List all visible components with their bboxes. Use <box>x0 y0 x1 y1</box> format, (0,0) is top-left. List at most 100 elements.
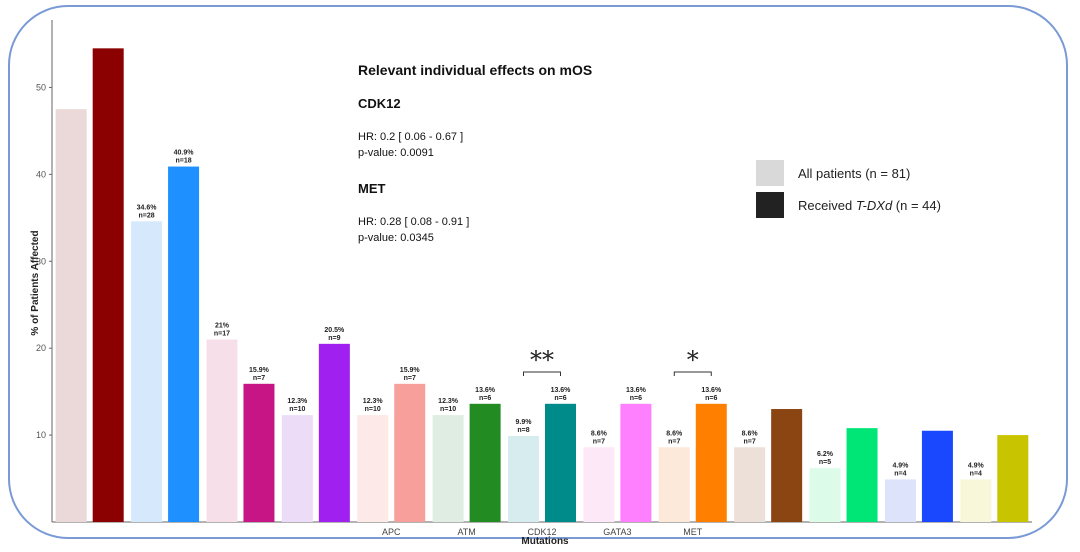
data-label-percent: 34.6% <box>137 204 158 211</box>
data-label-n: n=17 <box>214 330 230 337</box>
data-label-percent: 12.3% <box>363 398 384 405</box>
data-label-percent: 6.2% <box>817 451 834 458</box>
bar-all-patients <box>960 479 992 522</box>
data-label-percent: 13.6% <box>626 387 647 394</box>
data-label-percent: 9.9% <box>516 419 533 426</box>
data-label-percent: 12.3% <box>287 398 308 405</box>
bar-all-patients <box>55 109 87 522</box>
data-label-n: n=10 <box>289 406 305 413</box>
significance-bracket <box>673 371 712 376</box>
data-label-n: n=8 <box>517 427 529 434</box>
data-label-percent: 13.6% <box>701 387 722 394</box>
data-label-n: n=6 <box>630 395 642 402</box>
bar-all-patients <box>884 479 916 522</box>
x-tick-label: GATA3 <box>603 527 631 537</box>
data-label-n: n=6 <box>554 395 566 402</box>
bar-received-tdxd <box>997 435 1029 522</box>
bar-all-patients <box>658 447 690 522</box>
annotation-met: MET HR: 0.28 [ 0.08 - 0.91 ] p-value: 0.… <box>358 181 592 246</box>
significance-marker: * <box>687 346 699 374</box>
bar-all-patients <box>131 221 163 522</box>
data-label-n: n=10 <box>440 406 456 413</box>
y-tick-label: 40 <box>36 169 46 179</box>
significance-bracket <box>523 371 561 376</box>
data-label-percent: 12.3% <box>438 398 459 405</box>
data-label-percent: 8.6% <box>666 430 683 437</box>
y-axis-title: % of Patients Affected <box>30 230 41 335</box>
bar-all-patients <box>809 468 841 522</box>
annotation-cdk12-hr: HR: 0.2 [ 0.06 - 0.67 ] <box>358 131 464 143</box>
annotation-met-hr: HR: 0.28 [ 0.08 - 0.91 ] <box>358 216 470 228</box>
legend-item-tdxd: Received T-DXd (n = 44) <box>756 192 941 218</box>
data-label-n: n=7 <box>593 438 605 445</box>
data-label-n: n=18 <box>175 158 191 165</box>
bar-received-tdxd <box>921 430 953 522</box>
legend-label-tdxd-drug: T-DXd <box>855 197 893 213</box>
bar-all-patients <box>432 415 464 522</box>
x-tick-label: CDK12 <box>527 527 556 537</box>
data-label-percent: 15.9% <box>249 367 270 374</box>
bar-received-tdxd <box>545 403 576 522</box>
bar-received-tdxd <box>469 403 501 522</box>
x-tick-label: APC <box>382 527 401 537</box>
annotation-met-gene: MET <box>358 181 386 196</box>
bar-received-tdxd <box>620 403 652 522</box>
y-tick-label: 20 <box>36 343 46 353</box>
bar-all-patients <box>281 415 313 522</box>
bar-received-tdxd <box>771 409 803 522</box>
data-label-n: n=4 <box>894 470 906 477</box>
significance-marker: ** <box>530 346 554 374</box>
data-label-n: n=9 <box>328 335 340 342</box>
data-label-percent: 8.6% <box>591 430 608 437</box>
y-tick-label: 50 <box>36 82 46 92</box>
annotation-cdk12-p: p-value: 0.0091 <box>358 147 434 159</box>
legend-label-tdxd-suffix: (n = 44) <box>892 197 941 213</box>
bar-received-tdxd <box>243 383 275 522</box>
legend: All patients (n = 81) Received T-DXd (n … <box>756 160 941 224</box>
x-axis-title: Mutations <box>521 536 569 547</box>
data-label-percent: 4.9% <box>968 462 985 469</box>
data-label-percent: 4.9% <box>892 462 909 469</box>
data-label-n: n=7 <box>744 438 756 445</box>
data-label-percent: 13.6% <box>475 387 496 394</box>
legend-label-tdxd: Received T-DXd (n = 44) <box>798 198 941 213</box>
annotation-met-p: p-value: 0.0345 <box>358 232 434 244</box>
bar-received-tdxd <box>318 343 350 522</box>
data-label-percent: 20.5% <box>324 327 345 334</box>
bar-received-tdxd <box>846 428 878 522</box>
bar-all-patients <box>734 447 766 522</box>
data-label-n: n=28 <box>138 212 154 219</box>
annotation-cdk12-gene: CDK12 <box>358 96 401 111</box>
y-tick-label: 30 <box>36 256 46 266</box>
bar-received-tdxd <box>92 48 124 522</box>
bar-all-patients <box>583 447 615 522</box>
legend-swatch-tdxd <box>756 192 784 218</box>
bar-all-patients <box>508 435 539 522</box>
legend-label-all: All patients (n = 81) <box>798 165 911 181</box>
legend-label-tdxd-prefix: Received <box>798 197 856 213</box>
annotation-title: Relevant individual effects on mOS <box>358 62 593 78</box>
y-tick-label: 10 <box>36 430 46 440</box>
data-label-n: n=6 <box>479 395 491 402</box>
x-tick-label: MET <box>683 527 703 537</box>
bar-all-patients <box>357 415 389 522</box>
bar-received-tdxd <box>394 383 426 522</box>
bar-received-tdxd <box>168 166 200 523</box>
data-label-n: n=10 <box>365 406 381 413</box>
legend-item-all-patients: All patients (n = 81) <box>756 160 941 186</box>
bar-received-tdxd <box>695 403 727 522</box>
data-label-percent: 8.6% <box>742 430 759 437</box>
data-label-n: n=6 <box>705 395 717 402</box>
data-label-percent: 15.9% <box>400 367 421 374</box>
bar-all-patients <box>206 339 238 522</box>
x-tick-label: ATM <box>457 527 475 537</box>
data-label-percent: 21% <box>215 322 230 329</box>
data-label-n: n=7 <box>253 375 265 382</box>
data-label-n: n=4 <box>970 470 982 477</box>
data-label-percent: 40.9% <box>174 150 195 157</box>
legend-swatch-all <box>756 160 784 186</box>
data-label-percent: 13.6% <box>551 387 572 394</box>
annotation-panel: Relevant individual effects on mOS CDK12… <box>358 62 592 266</box>
annotation-cdk12: CDK12 HR: 0.2 [ 0.06 - 0.67 ] p-value: 0… <box>358 96 592 161</box>
